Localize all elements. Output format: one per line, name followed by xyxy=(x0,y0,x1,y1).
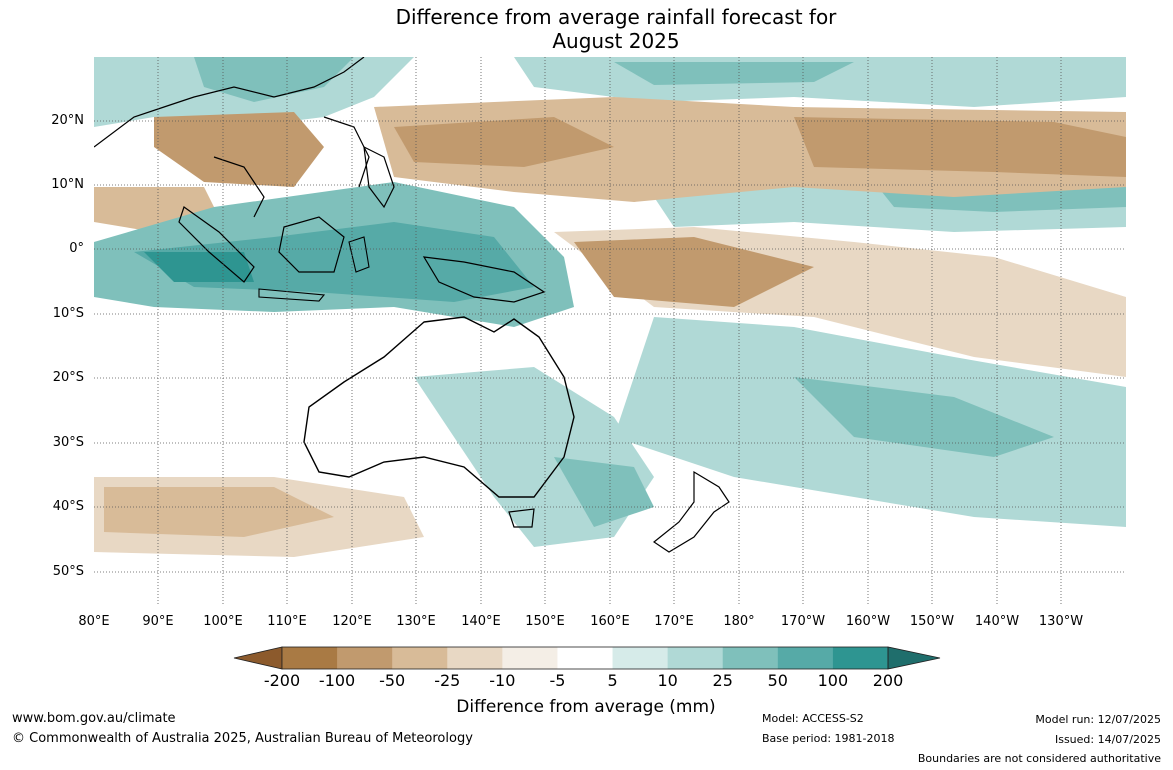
colorbar xyxy=(233,646,941,670)
lat-label-20n: 20°N xyxy=(51,113,84,128)
colorbar-tick-label: -50 xyxy=(379,671,406,690)
lat-label-20s: 20°S xyxy=(52,370,84,385)
lat-label-50s: 50°S xyxy=(52,564,84,579)
map-title: Difference from average rainfall forecas… xyxy=(0,5,1173,53)
dry-core-indochina xyxy=(154,112,324,187)
colorbar-swatch xyxy=(777,647,834,669)
lon-label-180: 180° xyxy=(723,614,755,629)
colorbar-swatch xyxy=(612,647,669,669)
new-guinea-outline xyxy=(422,256,546,303)
wet-region-north-sea-core xyxy=(194,57,354,102)
graticule xyxy=(94,57,1126,605)
colorbar-tick-label: 50 xyxy=(767,671,788,690)
colorbar-tick-label: -100 xyxy=(318,671,356,690)
lon-label-80e: 80°E xyxy=(78,614,110,629)
lon-label-170e: 170°E xyxy=(654,614,694,629)
lat-label-10s: 10°S xyxy=(52,306,84,321)
colorbar-tick-label: -5 xyxy=(549,671,566,690)
colorbar-swatch xyxy=(557,647,614,669)
tasmania-outline xyxy=(508,508,535,528)
lon-label-130w: 130°W xyxy=(1038,614,1084,629)
base-period-text: Base period: 1981-2018 xyxy=(762,732,895,745)
model-text: Model: ACCESS-S2 xyxy=(762,712,864,725)
lon-label-150e: 150°E xyxy=(525,614,565,629)
colorbar-swatch xyxy=(832,647,889,669)
website-text: www.bom.gov.au/climate xyxy=(12,711,176,726)
colorbar-swatch xyxy=(392,647,448,669)
colorbar-swatch xyxy=(667,647,724,669)
dry-core-equatorial-pacific xyxy=(574,237,814,307)
lon-label-170w: 170°W xyxy=(780,614,826,629)
title-line-2: August 2025 xyxy=(552,29,680,53)
colorbar-tick-label: 100 xyxy=(817,671,849,690)
colorbar-arrow-low xyxy=(233,646,283,670)
java-outline xyxy=(258,288,326,302)
australia-outline xyxy=(303,316,575,498)
colorbar-swatch xyxy=(337,647,393,669)
sumatra-outline xyxy=(178,206,255,283)
colorbar-tick-label: 5 xyxy=(607,671,618,690)
wet-region-tasman-core xyxy=(554,457,654,527)
lon-label-150w: 150°W xyxy=(909,614,955,629)
disclaimer-text: Boundaries are not considered authoritat… xyxy=(917,752,1161,765)
model-run-text: Model run: 12/07/2025 xyxy=(1035,713,1161,726)
lat-label-10n: 10°N xyxy=(51,177,84,192)
lon-label-120e: 120°E xyxy=(332,614,372,629)
wet-region-tasman xyxy=(414,367,654,547)
colorbar-swatch xyxy=(502,647,558,669)
colorbar-swatch xyxy=(722,647,779,669)
colorbar-swatch xyxy=(282,647,338,669)
colorbar-swatches xyxy=(233,646,941,670)
lon-label-100e: 100°E xyxy=(203,614,243,629)
colorbar-tick-label: -200 xyxy=(263,671,301,690)
lat-label-30s: 30°S xyxy=(52,435,84,450)
colorbar-title: Difference from average (mm) xyxy=(456,697,716,717)
copyright-text: © Commonwealth of Australia 2025, Austra… xyxy=(12,731,473,746)
borneo-outline xyxy=(278,216,345,273)
colorbar-tick-label: 10 xyxy=(657,671,678,690)
colorbar-arrow-high xyxy=(887,646,941,670)
colorbar-swatch xyxy=(447,647,503,669)
wet-band-north-pacific-core xyxy=(614,62,854,85)
dry-core-southern-ocean xyxy=(104,487,334,537)
issued-text: Issued: 14/07/2025 xyxy=(1054,733,1161,746)
map-svg xyxy=(94,57,1126,605)
rainfall-map xyxy=(94,57,1126,605)
lon-label-130e: 130°E xyxy=(396,614,436,629)
sulawesi-outline xyxy=(348,236,370,273)
dry-core-central-pacific xyxy=(794,117,1126,177)
colorbar-tick-label: -25 xyxy=(434,671,461,690)
colorbar-tick-label: -10 xyxy=(489,671,516,690)
lat-label-40s: 40°S xyxy=(52,499,84,514)
wet-core-indian-ocean xyxy=(144,252,254,282)
philippines-outline xyxy=(363,145,395,209)
colorbar-tick-label: 200 xyxy=(872,671,904,690)
lon-label-140e: 140°E xyxy=(461,614,501,629)
lon-label-140w: 140°W xyxy=(974,614,1020,629)
lon-label-90e: 90°E xyxy=(142,614,174,629)
lon-label-110e: 110°E xyxy=(267,614,307,629)
lon-label-160e: 160°E xyxy=(590,614,630,629)
lat-label-0: 0° xyxy=(69,241,84,256)
asia-coastline xyxy=(94,57,370,218)
wet-core-south-pacific xyxy=(794,377,1054,457)
dry-core-philippine-sea xyxy=(394,117,614,167)
lon-label-160w: 160°W xyxy=(845,614,891,629)
colorbar-tick-label: 25 xyxy=(712,671,733,690)
new-zealand-outline xyxy=(652,470,730,553)
title-line-1: Difference from average rainfall forecas… xyxy=(395,5,837,29)
